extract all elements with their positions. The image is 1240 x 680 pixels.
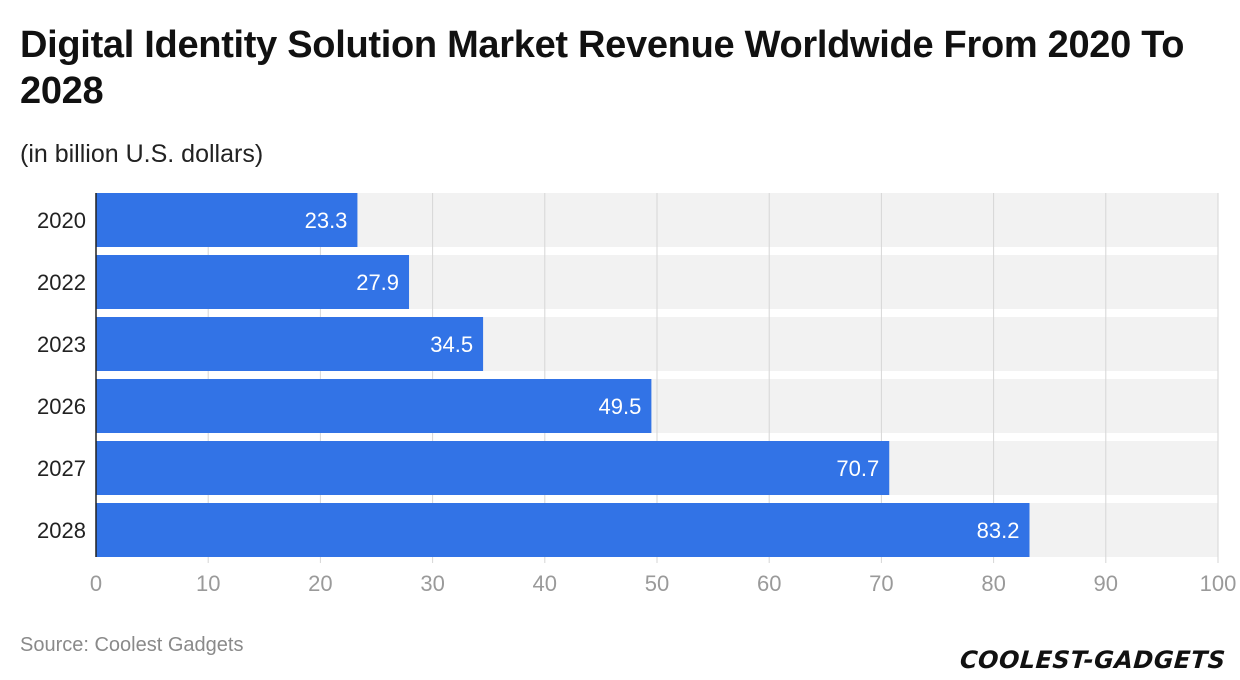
value-label-2020: 23.3 — [305, 208, 348, 233]
bar-2020 — [96, 193, 358, 247]
value-label-2027: 70.7 — [836, 456, 879, 481]
source-note: Source: Coolest Gadgets — [20, 634, 244, 656]
chart-subtitle: (in billion U.S. dollars) — [20, 140, 264, 168]
category-label-2022: 2022 — [37, 270, 86, 295]
x-tick-label: 0 — [90, 571, 102, 596]
brand-logo: COOLEST-GADGETS — [959, 646, 1227, 674]
category-label-2028: 2028 — [37, 518, 86, 543]
x-tick-label: 60 — [757, 571, 781, 596]
category-label-2027: 2027 — [37, 456, 86, 481]
x-tick-label: 80 — [981, 571, 1005, 596]
bar-2027 — [96, 441, 890, 495]
bar-2026 — [96, 379, 652, 433]
bar-2023 — [96, 317, 484, 371]
bar-2028 — [96, 503, 1030, 557]
value-label-2022: 27.9 — [356, 270, 399, 295]
category-label-2023: 2023 — [37, 332, 86, 357]
x-tick-label: 40 — [533, 571, 557, 596]
bar-2022 — [96, 255, 410, 309]
category-label-2026: 2026 — [37, 394, 86, 419]
chart-title: Digital Identity Solution Market Revenue… — [20, 24, 1185, 112]
x-tick-label: 100 — [1200, 571, 1237, 596]
x-tick-label: 90 — [1094, 571, 1118, 596]
x-tick-label: 50 — [645, 571, 669, 596]
x-tick-label: 30 — [420, 571, 444, 596]
category-label-2020: 2020 — [37, 208, 86, 233]
value-label-2026: 49.5 — [599, 394, 642, 419]
value-label-2028: 83.2 — [977, 518, 1020, 543]
bar-chart: 23.3 2020 27.9 2022 34.5 2023 49.5 2026 70.7 2027… — [37, 193, 1237, 596]
x-tick-label: 70 — [869, 571, 893, 596]
x-tick-label: 20 — [308, 571, 332, 596]
x-tick-label: 10 — [196, 571, 220, 596]
value-label-2023: 34.5 — [430, 332, 473, 357]
